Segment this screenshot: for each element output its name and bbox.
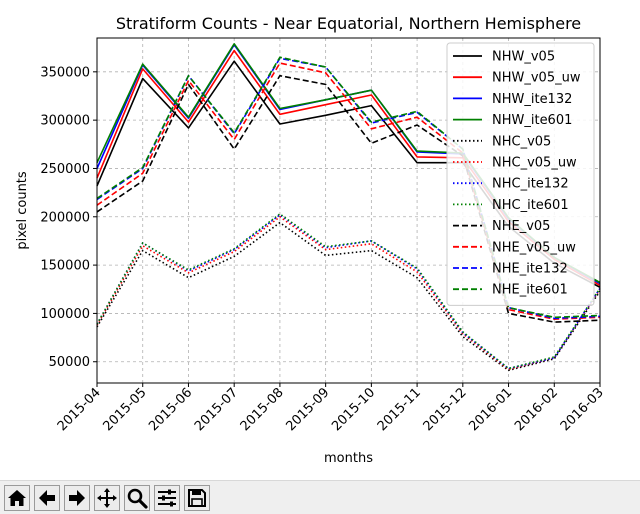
plot-frame bbox=[96, 37, 601, 384]
legend-label: NHW_v05 bbox=[492, 50, 555, 65]
series-group bbox=[96, 42, 601, 372]
figure: 50000 100000 150000 200000 250000 300000 35000… bbox=[15, 14, 607, 466]
legend-label: NHC_ite132 bbox=[492, 177, 569, 192]
legend-label: NHE_ite132 bbox=[492, 262, 568, 277]
series-line-nhe-v05 bbox=[96, 74, 601, 323]
x-tick-label: 2015-10 bbox=[329, 385, 378, 434]
y-tick-label: 300000 bbox=[40, 114, 90, 129]
x-tick-label: 2015-11 bbox=[375, 385, 424, 434]
legend-label: NHC_ite601 bbox=[492, 198, 569, 213]
configure-subplots-button[interactable] bbox=[154, 485, 180, 511]
y-tick-label: 250000 bbox=[40, 162, 90, 177]
legend-label: NHE_v05_uw bbox=[492, 240, 576, 255]
x-tick-label: 2016-01 bbox=[466, 385, 515, 434]
x-tick-label: 2015-06 bbox=[146, 385, 195, 434]
x-tick-label: 2015-08 bbox=[238, 385, 287, 434]
legend-label: NHC_v05 bbox=[492, 134, 551, 149]
back-button[interactable] bbox=[34, 485, 60, 511]
series-line-nhc-v05 bbox=[96, 221, 601, 372]
x-tick-label: 2015-04 bbox=[55, 385, 104, 434]
legend-label: NHW_ite601 bbox=[492, 113, 572, 128]
series-line-nhe-ite601 bbox=[96, 56, 601, 319]
series-line-nhe-v05-uw bbox=[96, 62, 601, 321]
pan-icon bbox=[97, 488, 117, 508]
home-icon bbox=[8, 490, 26, 506]
zoom-button[interactable] bbox=[124, 485, 150, 511]
configure-subplots-icon bbox=[158, 489, 176, 507]
x-axis-label: months bbox=[324, 451, 373, 466]
legend-label: NHC_v05_uw bbox=[492, 156, 577, 171]
forward-arrow-icon bbox=[69, 490, 85, 506]
legend-label: NHW_ite132 bbox=[492, 92, 572, 107]
y-axis-label: pixel counts bbox=[15, 171, 30, 250]
save-icon bbox=[188, 489, 206, 507]
legend-label: NHE_ite601 bbox=[492, 283, 568, 298]
y-tick-label: 350000 bbox=[40, 65, 90, 80]
legend-box bbox=[446, 42, 595, 306]
chart-title: Stratiform Counts - Near Equatorial, Nor… bbox=[116, 14, 581, 33]
y-tick-label: 50000 bbox=[49, 355, 90, 370]
back-arrow-icon bbox=[39, 490, 55, 506]
y-tick-label: 100000 bbox=[40, 307, 90, 322]
series-line-nhc-ite601 bbox=[96, 213, 601, 370]
x-tick-label: 2016-03 bbox=[558, 385, 607, 434]
legend: NHW_v05 NHW_v05_uw NHW_ite132 NHW_ite601 NHC… bbox=[446, 42, 595, 306]
y-tick-label: 200000 bbox=[40, 210, 90, 225]
pan-button[interactable] bbox=[94, 485, 120, 511]
line-chart: 50000 100000 150000 200000 250000 300000 35000… bbox=[15, 14, 607, 466]
x-tick-label: 2015-05 bbox=[101, 385, 150, 434]
y-tick-label: 150000 bbox=[40, 259, 90, 274]
save-button[interactable] bbox=[184, 485, 210, 511]
home-button[interactable] bbox=[4, 485, 30, 511]
x-tick-label: 2016-02 bbox=[512, 385, 561, 434]
legend-label: NHW_v05_uw bbox=[492, 71, 581, 86]
navigation-toolbar bbox=[0, 480, 640, 514]
zoom-icon bbox=[127, 488, 148, 509]
legend-label: NHE_v05 bbox=[492, 219, 550, 234]
x-tick-label: 2015-12 bbox=[421, 385, 470, 434]
x-tick-label: 2015-09 bbox=[283, 385, 332, 434]
forward-button[interactable] bbox=[64, 485, 90, 511]
x-tick-label: 2015-07 bbox=[192, 385, 241, 434]
